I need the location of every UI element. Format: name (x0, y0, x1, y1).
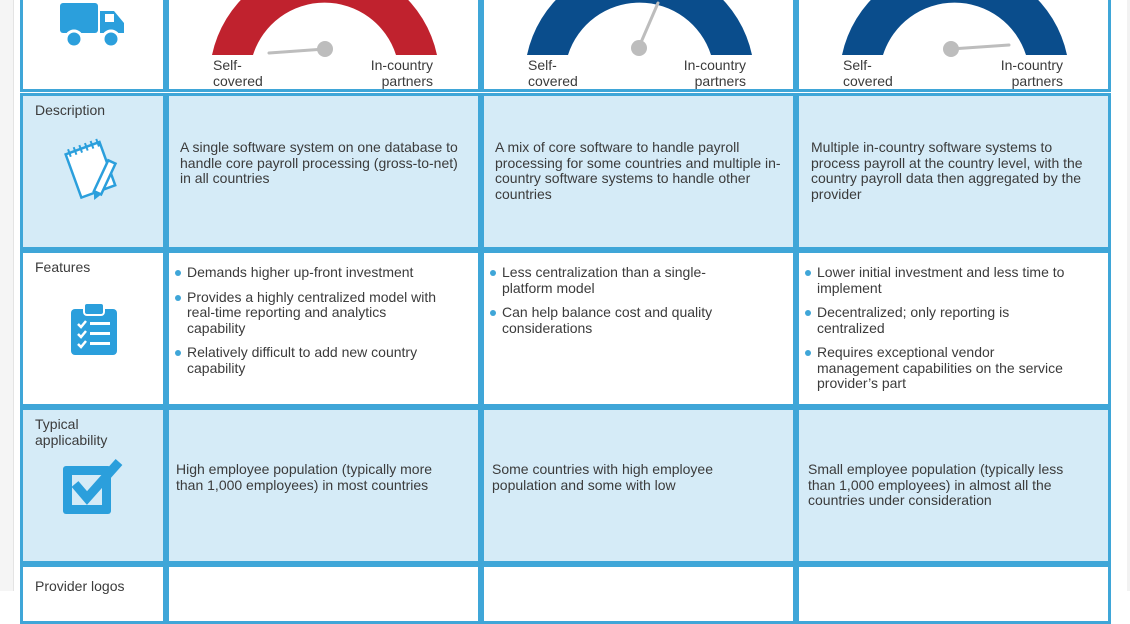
logos-cell-2 (481, 564, 796, 624)
applicability-text-2: Some countries with high employee popula… (492, 461, 714, 493)
gauge-2-left-label: Self- covered (528, 57, 578, 89)
clipboard-checklist-icon (71, 302, 117, 355)
gauge-1 (212, 0, 437, 57)
features-cell-3: Lower initial investment and less time t… (796, 250, 1111, 407)
description-cell-3: Multiple in-country software systems to … (796, 93, 1111, 250)
list-item: Less centralization than a single-platfo… (489, 264, 744, 296)
description-row-label: Description (35, 102, 106, 118)
list-item: Demands higher up-front investment (174, 264, 444, 281)
gauge-2-right-label: In-country partners (683, 57, 746, 89)
features-row-label: Features (35, 259, 91, 275)
gauge-3-left-label: Self- covered (843, 57, 893, 89)
applicability-cell-3: Small employee population (typically les… (796, 407, 1111, 564)
logos-row-label: Provider logos (35, 578, 125, 594)
list-item: Can help balance cost and quality consid… (489, 304, 744, 336)
applicability-row-label: Typical applicability (35, 416, 108, 448)
gauge-3 (842, 0, 1067, 57)
logos-cell-1 (166, 564, 481, 624)
description-cell-1: A single software system on one database… (166, 93, 481, 250)
list-item: Requires exceptional vendor management c… (804, 344, 1074, 392)
applicability-cell-2: Some countries with high employee popula… (481, 407, 796, 564)
delivery-truck-icon (60, 3, 124, 49)
features-cell-1: Demands higher up-front investment Provi… (166, 250, 481, 407)
logos-label-cell: Provider logos (20, 564, 166, 624)
gauge-3-right-label: In-country partners (1000, 57, 1063, 89)
features-cell-2: Less centralization than a single-platfo… (481, 250, 796, 407)
features-list-1: Demands higher up-front investment Provi… (174, 264, 444, 385)
list-item: Lower initial investment and less time t… (804, 264, 1074, 296)
applicability-text-1: High employee population (typically more… (176, 461, 433, 493)
logos-cell-3 (796, 564, 1111, 624)
description-text-3: Multiple in-country software systems to … (811, 139, 1083, 202)
description-text-1: A single software system on one database… (180, 139, 458, 186)
checkbox-checked-icon (63, 459, 123, 514)
description-label-cell: Description (20, 93, 166, 250)
list-item: Relatively difficult to add new country … (174, 344, 444, 376)
gauge-cell-1: Self- covered In-country partners (166, 0, 481, 92)
gauge-2 (527, 0, 752, 56)
features-list-2: Less centralization than a single-platfo… (489, 264, 744, 345)
features-list-3: Lower initial investment and less time t… (804, 264, 1074, 401)
features-label-cell: Features (20, 250, 166, 407)
gauge-row-label-cell (20, 0, 166, 92)
gauge-cell-2: Self- covered In-country partners (481, 0, 796, 92)
gauge-1-left-label: Self- covered (213, 57, 263, 89)
gauge-cell-3: Self- covered In-country partners (796, 0, 1111, 92)
list-item: Provides a highly centralized model with… (174, 289, 444, 337)
left-frame (0, 0, 14, 591)
applicability-cell-1: High employee population (typically more… (166, 407, 481, 564)
applicability-text-3: Small employee population (typically les… (808, 461, 1064, 508)
list-item: Decentralized; only reporting is central… (804, 304, 1074, 336)
notepad-pencil-icon (64, 138, 118, 201)
applicability-label-cell: Typical applicability (20, 407, 166, 564)
right-frame (1127, 0, 1130, 591)
description-text-2: A mix of core software to handle payroll… (495, 139, 781, 202)
description-cell-2: A mix of core software to handle payroll… (481, 93, 796, 250)
gauge-1-right-label: In-country partners (370, 57, 433, 89)
